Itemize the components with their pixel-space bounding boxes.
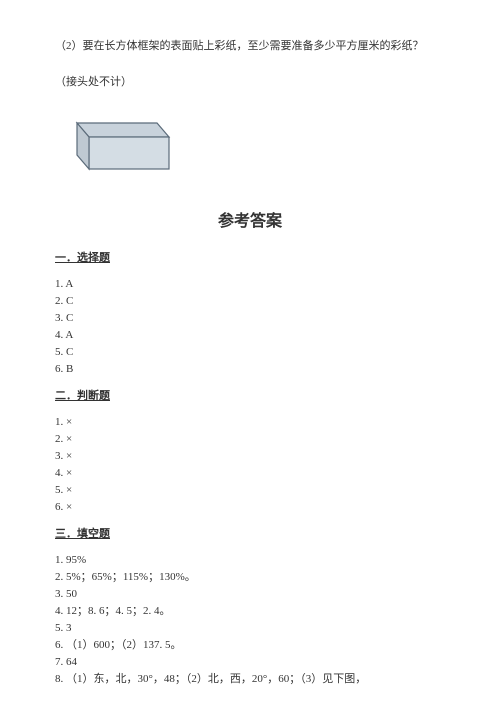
answer-item: 4. 12；8. 6；4. 5；2. 4。 [55, 603, 445, 620]
answer-item: 7. 64 [55, 654, 445, 671]
section-heading: 三．填空题 [55, 526, 445, 544]
answer-item: 1. 95% [55, 552, 445, 569]
question-note: （接头处不计） [55, 74, 445, 92]
answer-item: 4. × [55, 465, 445, 482]
answer-item: 5. C [55, 344, 445, 361]
answer-item: 4. A [55, 327, 445, 344]
answer-item: 3. C [55, 310, 445, 327]
answer-list: 1. A2. C3. C4. A5. C6. B [55, 276, 445, 378]
question-text: （2）要在长方体框架的表面贴上彩纸，至少需要准备多少平方厘米的彩纸？ [55, 38, 445, 56]
answer-item: 1. × [55, 414, 445, 431]
answer-item: 2. C [55, 293, 445, 310]
answer-item: 8. （1）东，北，30°，48；（2）北，西，20°，60；（3）见下图， [55, 671, 445, 688]
answer-item: 6. （1）600；（2）137. 5。 [55, 637, 445, 654]
section-heading: 二．判断题 [55, 388, 445, 406]
answer-item: 3. × [55, 448, 445, 465]
answer-list: 1. 95%2. 5%；65%；115%；130%。3. 504. 12；8. … [55, 552, 445, 688]
answer-item: 3. 50 [55, 586, 445, 603]
cuboid-figure [63, 119, 445, 181]
answer-list: 1. ×2. ×3. ×4. ×5. ×6. × [55, 414, 445, 516]
page-title: 参考答案 [55, 209, 445, 235]
answer-item: 6. B [55, 361, 445, 378]
section-heading: 一．选择题 [55, 250, 445, 268]
answers-content: 一．选择题1. A2. C3. C4. A5. C6. B二．判断题1. ×2.… [55, 250, 445, 688]
answer-item: 5. 3 [55, 620, 445, 637]
answer-item: 2. × [55, 431, 445, 448]
answer-item: 6. × [55, 499, 445, 516]
answer-item: 2. 5%；65%；115%；130%。 [55, 569, 445, 586]
answer-item: 5. × [55, 482, 445, 499]
answer-item: 1. A [55, 276, 445, 293]
